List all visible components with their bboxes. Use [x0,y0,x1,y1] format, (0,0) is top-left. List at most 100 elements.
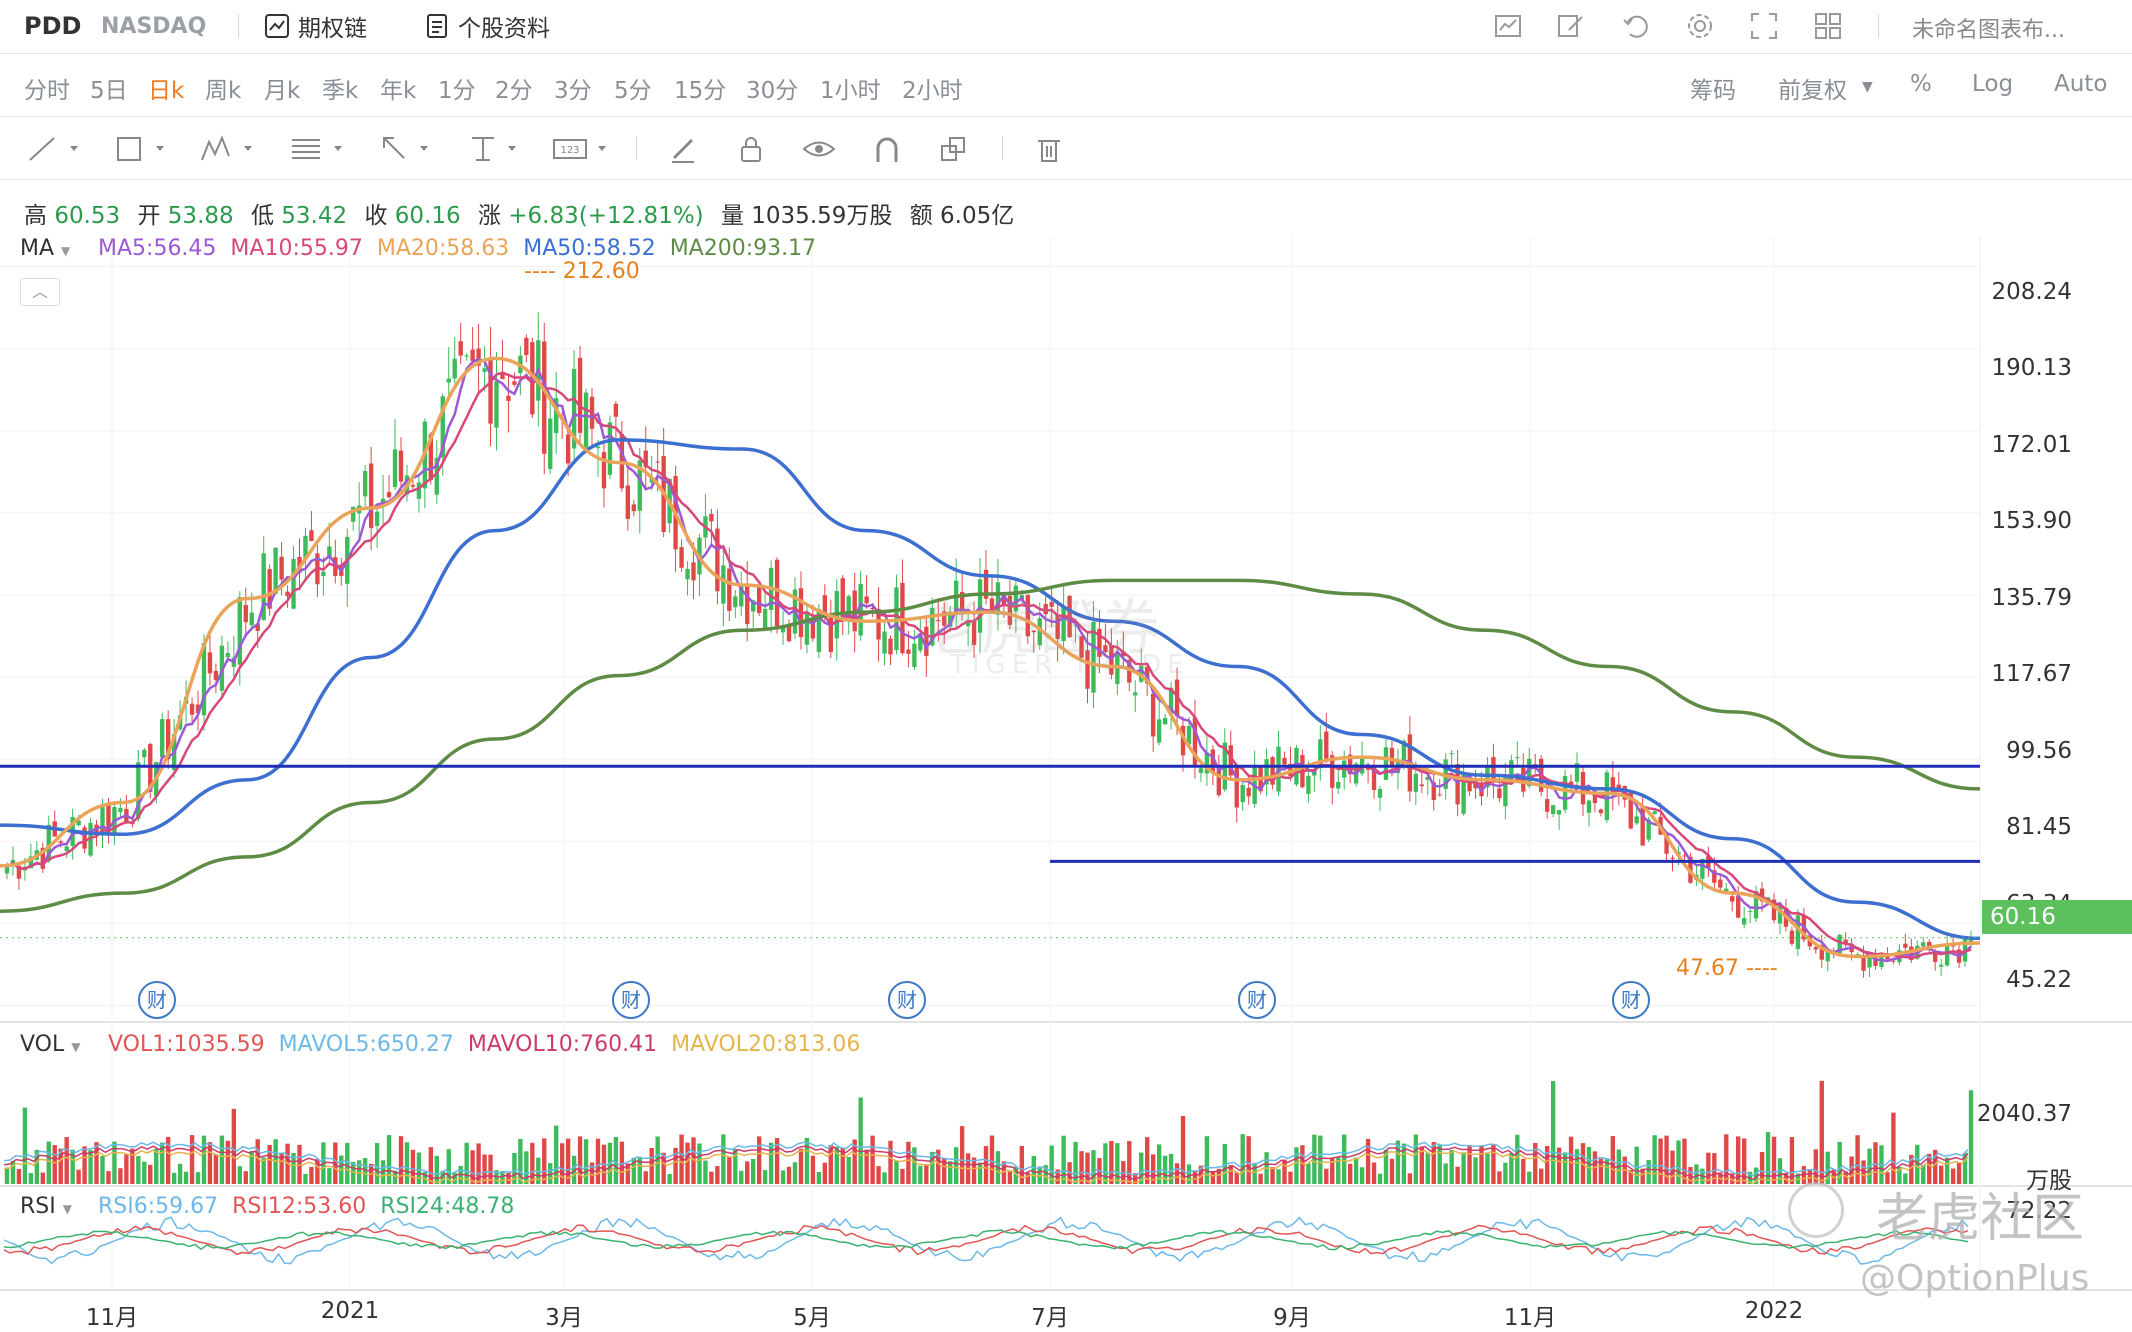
rsi-value: RSI6:59.67 [98,1194,219,1219]
period-tab[interactable]: 1分 [438,78,476,104]
period-tab[interactable]: 年k [380,78,417,104]
period-tab[interactable]: 分时 [24,78,70,104]
candle-body [225,653,231,658]
candle-body [625,485,631,519]
volume-bar [577,1136,583,1184]
volume-bar [160,1142,165,1184]
volume-bar [1503,1162,1508,1184]
period-tab[interactable]: 5日 [90,78,128,104]
rectangle-tool-icon[interactable] [112,130,168,168]
candle-body [279,556,284,580]
top-toolbar: PDD NASDAQ 期权链 个股资料 未命名图表布... [0,0,2132,54]
period-tab[interactable]: 季k [322,78,359,104]
volume-bar [745,1161,750,1184]
volume-bar [1043,1165,1048,1184]
layers-icon[interactable] [938,130,970,168]
draw-pen-icon[interactable] [1555,10,1587,42]
pattern-tool-icon[interactable] [198,130,258,168]
volume-bar [1515,1134,1520,1184]
percent-toggle[interactable]: % [1910,71,1932,97]
volume-bar [1855,1135,1860,1184]
period-tab[interactable]: 2小时 [902,78,963,104]
period-tab[interactable]: 1小时 [820,78,881,104]
log-toggle[interactable]: Log [1972,71,2014,97]
trend-line-icon[interactable] [26,130,82,168]
auto-toggle[interactable]: Auto [2054,71,2108,97]
grid-layout-icon[interactable] [1812,10,1844,42]
volume-bar [1031,1155,1036,1184]
text-label-tool-icon[interactable]: 123 [552,130,612,168]
volume-bar [858,1097,863,1184]
earnings-marker-icon[interactable]: 财 [1612,981,1650,1019]
earnings-marker-icon[interactable]: 财 [1238,981,1276,1019]
volume-bar [440,1170,445,1184]
collapse-up-icon[interactable]: ︿ [20,278,60,306]
period-tab[interactable]: 周k [205,78,242,104]
candle-body [160,719,165,757]
volume-bar [852,1139,857,1184]
exchange-label: NASDAQ [101,14,207,39]
ma-indicator-label[interactable]: MA ▼ [20,236,70,261]
candle-body [165,719,171,760]
period-tab[interactable]: 15分 [674,78,727,104]
settings-gear-icon[interactable] [1684,10,1716,42]
fullscreen-icon[interactable] [1748,10,1780,42]
volume-bar [667,1173,672,1184]
rsi-value: RSI12:53.60 [232,1194,367,1219]
rsi-indicator-label[interactable]: RSI ▼ [20,1194,72,1219]
volume-bar [1712,1153,1717,1184]
earnings-marker-icon[interactable]: 财 [888,981,926,1019]
volume-bar [637,1156,642,1184]
candle-body [1747,911,1753,913]
pencil-icon[interactable] [668,130,700,168]
volume-bar [22,1107,28,1184]
volume-bar [154,1148,159,1184]
indicator-icon[interactable] [1492,10,1524,42]
candle-body [1604,772,1610,821]
candle-body [1813,947,1818,950]
candle-body [918,633,923,651]
lock-icon[interactable] [736,130,766,168]
x-axis-label: 2022 [1744,1298,1804,1324]
candle-body [4,866,10,874]
period-tab[interactable]: 月k [264,78,301,104]
vol-value: MAVOL5:650.27 [278,1032,454,1057]
candle-body [870,607,875,610]
arrow-tool-icon[interactable] [378,130,434,168]
chevron-down-icon[interactable]: ▼ [1862,79,1873,95]
fibonacci-tool-icon[interactable] [288,130,348,168]
eye-icon[interactable] [802,130,836,168]
volume-bar [840,1147,845,1184]
candle-body [906,649,911,654]
volume-bar [804,1137,810,1184]
candle-body [1461,774,1466,814]
measure-tool-icon[interactable] [466,130,522,168]
stock-profile-button[interactable]: 个股资料 [424,10,550,42]
chips-button[interactable]: 筹码 [1690,78,1736,104]
candle-body [1150,693,1156,737]
trash-icon[interactable] [1034,130,1064,168]
earnings-marker-icon[interactable]: 财 [612,981,650,1019]
candle-body [822,595,828,617]
vol-indicator-label[interactable]: VOL ▼ [20,1032,80,1057]
period-tab[interactable]: 2分 [495,78,533,104]
options-chain-button[interactable]: 期权链 [264,10,367,42]
period-tab[interactable]: 5分 [614,78,652,104]
volume-bar [1425,1152,1430,1184]
earnings-marker-icon[interactable]: 财 [138,981,176,1019]
period-tab[interactable]: 30分 [746,78,799,104]
candle-body [1156,719,1162,743]
volume-bar [661,1152,666,1184]
layout-name-dropdown[interactable]: 未命名图表布... [1912,18,2065,43]
period-tab[interactable]: 3分 [554,78,592,104]
volume-bar [977,1162,983,1184]
adjust-dropdown[interactable]: 前复权 [1778,78,1847,104]
magnet-icon[interactable] [872,130,902,168]
undo-icon[interactable] [1620,10,1652,42]
candle-body [1336,781,1341,789]
candle-body [1347,754,1353,775]
volume-bar [118,1168,123,1184]
period-tab-active[interactable]: 日k [148,78,185,104]
volume-bar [565,1138,571,1184]
